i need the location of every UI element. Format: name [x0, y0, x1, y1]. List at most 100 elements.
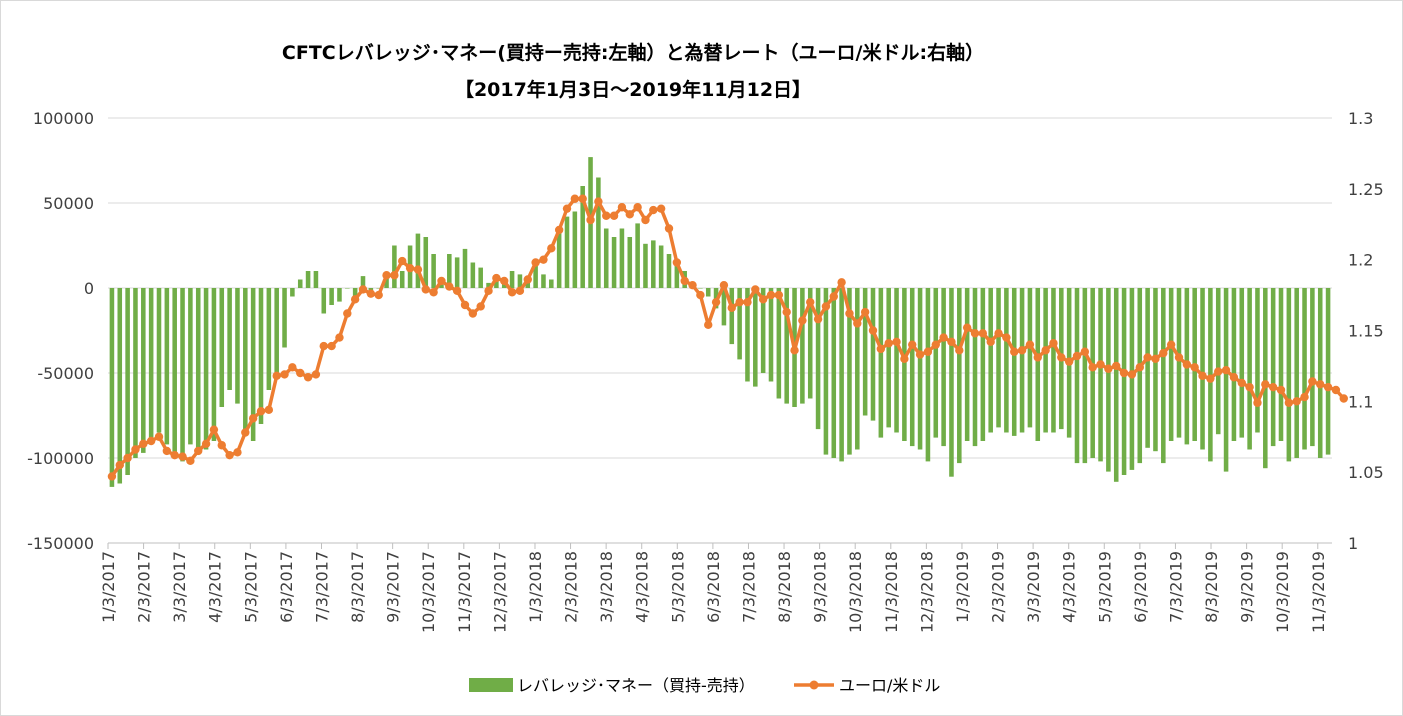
line-point: [1088, 363, 1097, 372]
right-axis-tick-label: 1.2: [1348, 251, 1373, 270]
line-point: [641, 215, 650, 225]
line-point: [970, 329, 980, 338]
line-point: [398, 256, 407, 266]
line-point: [1300, 392, 1309, 402]
line-point: [241, 428, 250, 437]
line-point: [256, 407, 266, 416]
legend-line-label: ユーロ/米ドル: [839, 676, 940, 695]
line-point: [758, 295, 768, 304]
x-axis-tick-label: 7/3/2018: [739, 551, 758, 623]
x-axis-tick-label: 8/3/2017: [348, 551, 367, 623]
x-axis-tick-label: 1/3/2018: [526, 551, 545, 623]
line-point: [1151, 354, 1160, 364]
line-point: [1072, 351, 1082, 361]
bar: [125, 288, 130, 475]
right-axis-tick-label: 1.3: [1348, 109, 1373, 128]
x-axis-tick-label: 8/3/2018: [775, 551, 794, 623]
line-point: [1221, 365, 1231, 375]
line-point: [680, 276, 689, 286]
bar: [164, 288, 170, 445]
bar: [894, 288, 899, 433]
line-point: [484, 286, 493, 296]
line-point: [586, 215, 595, 225]
x-axis-tick-label: 9/3/2018: [811, 551, 830, 623]
bar: [321, 288, 327, 314]
line-point: [460, 300, 470, 310]
bar: [776, 288, 782, 399]
bar: [1270, 288, 1276, 447]
x-axis-tick-label: 7/3/2017: [312, 551, 331, 623]
line-point: [288, 363, 297, 372]
bar: [658, 245, 664, 288]
line-point: [1041, 346, 1050, 355]
line-point: [790, 346, 799, 355]
line-point: [1237, 378, 1246, 388]
bar: [964, 288, 970, 441]
line-point: [531, 258, 540, 267]
bar: [384, 274, 389, 288]
line-point: [1025, 340, 1035, 349]
bar: [549, 279, 554, 288]
line-point: [303, 373, 313, 382]
bar: [839, 288, 844, 462]
line-point: [704, 320, 713, 330]
line-point: [1166, 340, 1176, 349]
bar: [141, 288, 146, 453]
line-point: [609, 211, 619, 220]
bar: [250, 288, 256, 441]
bar: [1145, 288, 1150, 448]
bar: [941, 288, 946, 447]
x-axis-tick-label: 10/3/2019: [1273, 551, 1292, 633]
bar: [760, 288, 766, 373]
bar: [219, 288, 225, 407]
line-point: [821, 302, 831, 311]
bar: [509, 271, 515, 288]
bar: [698, 288, 703, 289]
line-point: [154, 432, 164, 441]
x-axis-tick-label: 4/3/2017: [206, 551, 225, 623]
bar: [611, 237, 617, 288]
line-point: [343, 309, 352, 318]
line-point: [413, 265, 423, 274]
line-point: [625, 210, 634, 219]
x-axis-tick-label: 10/3/2017: [419, 551, 438, 633]
x-axis-tick-label: 11/3/2017: [455, 551, 474, 633]
line-point: [1127, 370, 1137, 379]
line-point: [327, 341, 336, 351]
bar: [1278, 288, 1284, 441]
bar: [603, 228, 609, 288]
bar: [1223, 288, 1229, 472]
x-axis-tick-label: 12/3/2018: [917, 551, 936, 633]
bar: [784, 288, 789, 404]
bar: [815, 288, 821, 430]
line-point: [264, 405, 274, 415]
bar: [1317, 288, 1323, 458]
line-point: [492, 273, 501, 283]
line-point: [656, 204, 666, 213]
bar: [297, 279, 303, 288]
legend: レバレッジ･マネー（買持-売持） ユーロ/米ドル: [469, 676, 940, 695]
line-point: [688, 280, 697, 290]
bar: [1074, 288, 1080, 464]
bar: [1302, 288, 1307, 450]
line-point: [1002, 333, 1011, 342]
line-point: [1331, 385, 1341, 395]
line-point: [201, 439, 211, 449]
line-point: [186, 456, 195, 466]
bar: [180, 288, 185, 462]
line-point: [1214, 367, 1223, 376]
right-axis-tick-label: 1: [1348, 534, 1358, 553]
bar: [203, 288, 209, 450]
chart-subtitle: 【2017年1月3日～2019年11月12日】: [454, 79, 812, 101]
bar: [243, 288, 248, 433]
bar: [235, 288, 240, 404]
line-point: [170, 450, 179, 460]
bar: [1106, 288, 1111, 472]
x-axis-tick-label: 5/3/2017: [241, 551, 260, 623]
bar: [847, 288, 852, 455]
x-axis-tick-label: 9/3/2019: [1238, 551, 1257, 623]
line-point: [931, 340, 940, 349]
bar: [1035, 288, 1041, 441]
line-point: [617, 203, 627, 212]
